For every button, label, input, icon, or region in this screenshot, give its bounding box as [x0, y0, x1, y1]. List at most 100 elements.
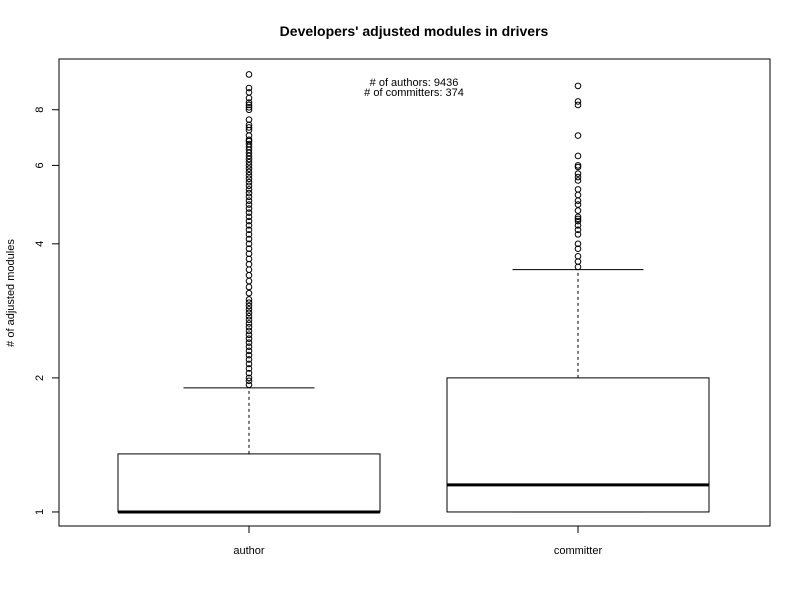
outlier-point [574, 173, 582, 181]
outlier-point [245, 381, 253, 389]
outlier-point [245, 124, 253, 131]
outlier-point [245, 235, 253, 243]
outlier-point [245, 178, 253, 186]
outlier-point [245, 186, 253, 193]
outlier-point [574, 186, 582, 193]
outlier-point [245, 356, 253, 363]
outlier-point [245, 158, 253, 166]
outlier-point [574, 177, 582, 184]
outlier-point [245, 316, 253, 324]
outlier-point [574, 245, 582, 253]
outlier-point [245, 106, 253, 114]
outlier-point [574, 231, 582, 238]
outlier-point [245, 369, 253, 377]
outlier-point [574, 98, 582, 105]
outlier-point [245, 168, 253, 176]
y-tick-label: 8 [34, 107, 46, 113]
outlier-point [245, 296, 253, 303]
outlier-point [245, 240, 253, 248]
outlier-point [245, 343, 253, 350]
outlier-point [245, 351, 253, 359]
outlier-point [245, 250, 253, 258]
outlier-point [574, 207, 582, 214]
outlier-point [245, 323, 253, 331]
chart-title: Developers' adjusted modules in drivers [280, 23, 549, 39]
outlier-point [245, 347, 253, 355]
outlier-point [245, 89, 253, 96]
outlier-point [245, 165, 253, 172]
outlier-point [245, 162, 253, 169]
outlier-point [574, 253, 582, 260]
outlier-point [574, 82, 582, 90]
outlier-point [245, 197, 253, 204]
annotation-authors: # of authors: 9436 [370, 77, 459, 89]
outlier-point [245, 335, 253, 342]
outlier-point [245, 360, 253, 368]
y-axis-label: # of adjusted modules [5, 239, 17, 347]
outlier-point [245, 140, 253, 148]
outlier-point [245, 245, 253, 253]
outlier-point [245, 331, 253, 339]
outlier-point [245, 193, 253, 201]
y-tick-label: 2 [34, 375, 46, 381]
outlier-point [245, 306, 253, 313]
outlier-point [574, 222, 582, 229]
outlier-point [245, 302, 253, 310]
outlier-point [574, 263, 582, 271]
outlier-point [245, 222, 253, 229]
outlier-point [245, 377, 253, 385]
outlier-point [574, 152, 582, 160]
outlier-point [245, 116, 253, 123]
outlier-point [245, 312, 253, 320]
outlier-point [245, 277, 253, 285]
annotation-committers: # of committers: 374 [364, 87, 464, 99]
outlier-point [245, 260, 253, 268]
x-tick-label: committer [554, 545, 603, 557]
outlier-point [245, 231, 253, 238]
outlier-point [574, 162, 582, 169]
outlier-point [574, 101, 582, 109]
x-axis: author committer [233, 525, 603, 557]
outlier-point [574, 170, 582, 177]
box-rect [117, 453, 381, 513]
outlier-point [245, 132, 253, 139]
outlier-point [245, 99, 253, 106]
outlier-point [574, 213, 582, 221]
outlier-point [245, 365, 253, 372]
outlier-point [245, 271, 253, 279]
outlier-point [245, 299, 253, 307]
outlier-point [245, 209, 253, 216]
outlier-point [245, 71, 253, 78]
outlier-point [245, 172, 253, 179]
outlier-point [574, 226, 582, 234]
box-rect [446, 377, 710, 513]
y-axis: 1 2 4 6 8 [34, 107, 59, 515]
outlier-point [245, 155, 253, 163]
outlier-point [574, 197, 582, 204]
box-author [117, 71, 381, 514]
outlier-point [245, 136, 253, 144]
outlier-point [574, 215, 582, 223]
outlier-point [574, 217, 582, 225]
outlier-point [245, 84, 253, 92]
outlier-point [574, 201, 582, 208]
outlier-point [245, 339, 253, 346]
outlier-point [245, 201, 253, 208]
y-tick-label: 6 [34, 162, 46, 168]
boxes-layer [117, 71, 710, 514]
outlier-point [574, 240, 582, 248]
outlier-point [245, 104, 253, 111]
outlier-point [245, 205, 253, 212]
outlier-point [245, 175, 253, 183]
outlier-point [245, 327, 253, 335]
outlier-point [245, 101, 253, 109]
box-committer [446, 82, 710, 513]
outlier-point [245, 320, 253, 327]
outlier-point [245, 309, 253, 317]
outlier-point [574, 191, 582, 199]
x-tick-label: author [233, 545, 265, 557]
outlier-point [245, 217, 253, 225]
outlier-point [245, 374, 253, 382]
outlier-point [574, 132, 582, 139]
